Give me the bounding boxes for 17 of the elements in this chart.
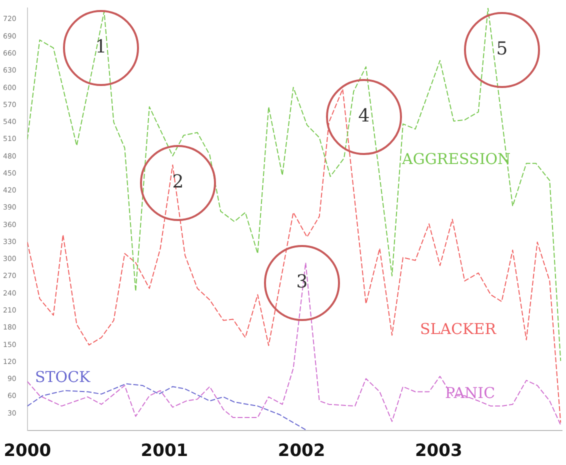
annotation: 1 <box>95 36 107 58</box>
series-label: AGGRESSION <box>401 150 511 168</box>
series-label: STOCK <box>35 368 92 386</box>
x-tick-label: 2002 <box>278 441 326 462</box>
x-tick-label: 2001 <box>140 441 188 462</box>
line-series <box>27 262 562 426</box>
annotation: 4 <box>358 106 370 127</box>
series-label: PANIC <box>445 384 496 402</box>
line-series <box>27 383 308 431</box>
x-tick-label: 2003 <box>414 441 462 462</box>
series-label: SLACKER <box>420 320 497 338</box>
annotation: 5 <box>496 38 508 60</box>
x-tick-label: 2000 <box>4 441 52 462</box>
annotation: 3 <box>296 272 308 293</box>
line-series <box>27 8 562 362</box>
annotation: 2 <box>172 172 184 193</box>
line-series <box>27 88 562 424</box>
